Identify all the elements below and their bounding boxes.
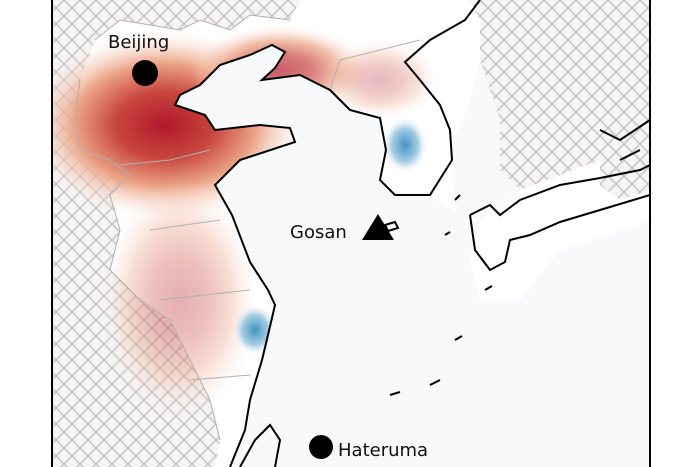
station-marker-beijing	[132, 60, 158, 86]
masked-region-japan	[600, 120, 650, 200]
positive-anomaly-korea	[320, 40, 440, 120]
coastline-china	[173, 43, 331, 467]
positive-anomaly-south	[100, 180, 260, 420]
sea-east	[450, 60, 650, 467]
station-label-beijing: Beijing	[108, 32, 169, 53]
coastline-korea	[329, 0, 481, 196]
coastline-islands	[389, 194, 493, 396]
station-label-hateruma: Hateruma	[338, 440, 428, 461]
station-marker-hateruma	[309, 435, 333, 459]
station-marker-gosan	[362, 214, 394, 240]
provincial-borders	[74, 14, 421, 441]
coastline-japan	[469, 119, 650, 272]
sea	[175, 45, 480, 467]
negative-anomaly-korea	[383, 117, 427, 173]
coastline-taiwan	[239, 423, 282, 467]
station-label-gosan: Gosan	[290, 222, 347, 243]
